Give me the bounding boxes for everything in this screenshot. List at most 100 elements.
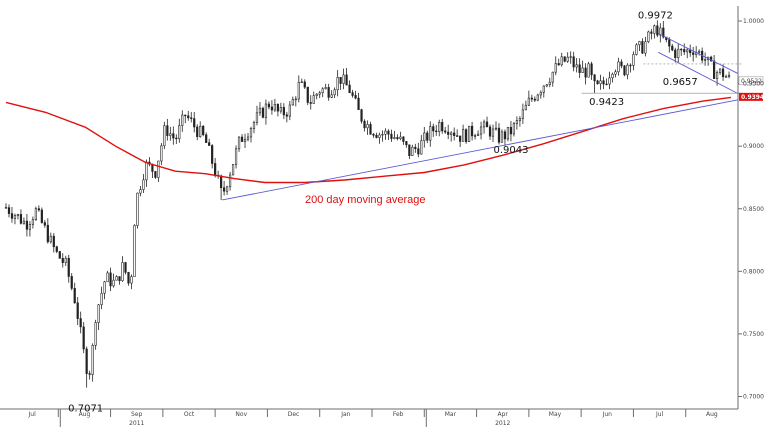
candle-body bbox=[521, 109, 524, 119]
candle-body bbox=[363, 120, 366, 129]
candle-body bbox=[626, 64, 629, 76]
candle-body bbox=[37, 208, 40, 211]
candle-body bbox=[342, 74, 345, 84]
candle-body bbox=[163, 125, 166, 147]
last-price-flag bbox=[738, 76, 764, 86]
candle-body bbox=[506, 126, 510, 140]
candle-body bbox=[653, 25, 656, 34]
candle-body bbox=[465, 129, 468, 142]
candle-body bbox=[399, 136, 402, 140]
candle-body bbox=[554, 63, 557, 73]
candle-body bbox=[294, 98, 297, 101]
month-label: Feb bbox=[393, 411, 404, 418]
candle-body bbox=[441, 121, 444, 132]
candle-body bbox=[267, 103, 271, 108]
candle-body bbox=[515, 120, 519, 124]
candle-body bbox=[103, 281, 106, 294]
candle-body bbox=[405, 141, 408, 146]
candle-body bbox=[124, 262, 127, 273]
axes-layer bbox=[0, 6, 764, 427]
candle-body bbox=[139, 189, 142, 194]
candle-body bbox=[181, 114, 184, 126]
month-label: Apr bbox=[498, 411, 509, 418]
candle-body bbox=[360, 109, 363, 122]
candle-body bbox=[276, 103, 279, 112]
moving-average-label: 200 day moving average bbox=[305, 194, 425, 206]
candle-body bbox=[82, 326, 85, 350]
candle-body bbox=[184, 114, 187, 117]
candle-body bbox=[468, 125, 471, 142]
candle-body bbox=[438, 121, 441, 132]
candle-body bbox=[584, 67, 587, 78]
candle-body bbox=[187, 115, 190, 119]
candle-body bbox=[121, 262, 124, 282]
candle-body bbox=[172, 133, 175, 139]
ma-value-flag bbox=[739, 92, 763, 101]
candle-body bbox=[175, 137, 178, 140]
candle-body bbox=[249, 128, 253, 138]
candle-body bbox=[727, 74, 731, 77]
candle-body bbox=[387, 130, 390, 135]
candle-body bbox=[491, 128, 495, 137]
candle-body bbox=[58, 251, 61, 259]
candle-body bbox=[605, 83, 608, 86]
candle-body bbox=[112, 279, 115, 287]
candle-body bbox=[542, 85, 545, 93]
candle-body bbox=[4, 207, 8, 209]
candle-body bbox=[255, 112, 259, 123]
candle-body bbox=[593, 74, 596, 82]
month-label: Dec bbox=[288, 411, 300, 418]
candle-body bbox=[106, 272, 109, 283]
candle-body bbox=[473, 135, 477, 137]
candle-body bbox=[411, 146, 414, 156]
candle-body bbox=[563, 56, 566, 62]
labels-layer: 1.0000 0.9500 0.9000 0.8500 0.8000 0.7500 0.70… bbox=[28, 11, 765, 427]
month-label: Aug bbox=[706, 411, 718, 418]
candle-body bbox=[231, 164, 235, 176]
candle-body bbox=[321, 88, 324, 94]
candle-body bbox=[228, 174, 232, 188]
candle-body bbox=[327, 87, 330, 98]
candle-body bbox=[73, 288, 76, 304]
candle-body bbox=[25, 220, 29, 230]
trendline bbox=[658, 51, 739, 95]
trendline bbox=[222, 99, 739, 201]
candle-body bbox=[414, 146, 417, 150]
candle-body bbox=[97, 304, 100, 323]
candle-body bbox=[273, 103, 276, 111]
y-tick-label: 1.0000 bbox=[743, 18, 764, 25]
candle-body bbox=[234, 148, 238, 165]
candle-body bbox=[590, 63, 593, 76]
candle-body bbox=[264, 103, 268, 118]
candle-body bbox=[456, 135, 459, 137]
candle-body bbox=[306, 86, 309, 103]
candle-body bbox=[435, 130, 438, 133]
candle-body bbox=[297, 81, 300, 100]
candle-body bbox=[417, 148, 420, 155]
candle-body bbox=[698, 50, 701, 53]
candle-body bbox=[429, 126, 432, 141]
candle-body bbox=[127, 272, 130, 284]
candle-body bbox=[336, 76, 339, 91]
candle-body bbox=[202, 125, 205, 136]
candle-body bbox=[261, 107, 265, 118]
candle-body bbox=[100, 292, 103, 306]
price-annotation: 0.9657 bbox=[663, 77, 698, 88]
candle-body bbox=[620, 61, 623, 67]
candle-body bbox=[447, 131, 450, 135]
candle-body bbox=[199, 125, 202, 137]
candle-body bbox=[372, 133, 375, 136]
candle-body bbox=[270, 106, 274, 111]
candle-body bbox=[408, 144, 411, 156]
month-label: Jul bbox=[28, 411, 37, 418]
candle-body bbox=[629, 64, 632, 67]
candle-body bbox=[351, 92, 354, 96]
candle-body bbox=[560, 56, 563, 66]
candle-body bbox=[193, 118, 196, 128]
candle-body bbox=[246, 136, 250, 140]
candle-body bbox=[671, 45, 674, 51]
candle-body bbox=[133, 225, 136, 277]
candle-body bbox=[533, 98, 536, 101]
candle-body bbox=[518, 118, 521, 121]
month-label: Jan bbox=[340, 411, 350, 418]
